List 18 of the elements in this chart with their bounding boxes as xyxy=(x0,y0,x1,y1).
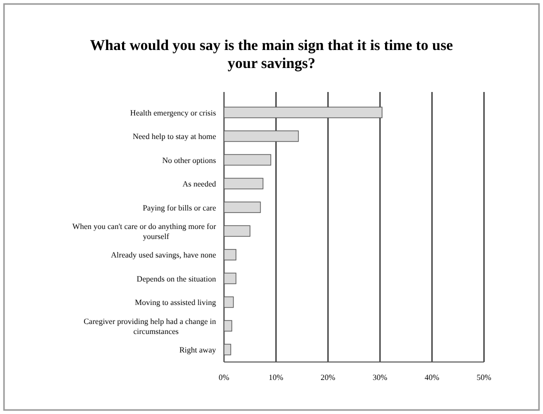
x-tick-label: 10% xyxy=(268,373,284,382)
y-tick-label: Depends on the situation xyxy=(136,274,216,284)
y-tick-label: Paying for bills or care xyxy=(142,203,216,212)
chart-title: What would you say is the main sign that it is time to use your savings? xyxy=(90,38,454,72)
y-tick-label: Need help to stay at home xyxy=(132,132,216,142)
y-tick-label: Caregiver providing help had a change in circumstances xyxy=(84,316,216,336)
x-tick-label: 20% xyxy=(320,373,336,382)
y-tick-label: Moving to assisted living xyxy=(134,298,216,308)
y-tick-label: No other options xyxy=(162,156,216,165)
x-tick-label: 40% xyxy=(424,373,440,382)
y-tick-label: Right away xyxy=(179,346,216,355)
y-tick-label: Already used savings, have none xyxy=(110,250,216,260)
x-tick-label: 0% xyxy=(218,373,230,382)
x-tick-label: 30% xyxy=(372,373,388,382)
y-tick-label: Health emergency or crisis xyxy=(130,108,216,118)
x-tick-label: 50% xyxy=(476,373,492,382)
y-tick-label: When you can't care or do anything more for yourself xyxy=(72,222,216,241)
y-tick-label: As needed xyxy=(182,180,216,189)
